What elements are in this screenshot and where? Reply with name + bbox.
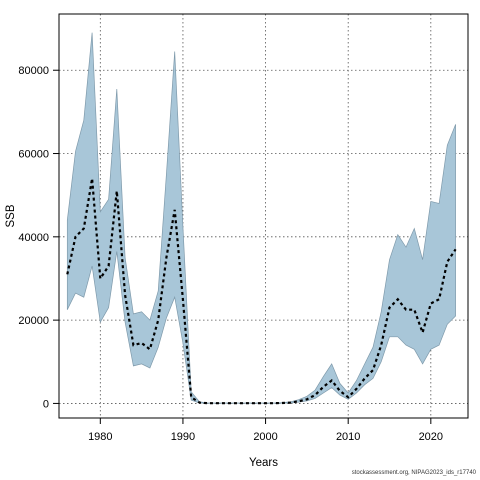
y-tick-label: 40000 <box>18 232 49 244</box>
x-tick-label: 2000 <box>253 431 277 443</box>
y-axis-label: SSB <box>5 204 17 227</box>
source-footer: stockassessment.org, NIPAG2023_ids_r1774… <box>351 470 476 476</box>
ssb-estimate-line <box>66 178 457 405</box>
x-tick-label: 1990 <box>171 431 195 443</box>
x-tick-label: 1980 <box>88 431 112 443</box>
x-axis: 1980 1990 2000 2010 2020 <box>88 418 443 443</box>
confidence-band <box>66 32 456 404</box>
y-tick-label: 20000 <box>18 315 49 327</box>
x-axis-label: Years <box>249 457 278 469</box>
plot-frame <box>58 13 469 419</box>
y-tick-label: 0 <box>43 398 49 410</box>
y-axis: 0 20000 40000 60000 80000 <box>18 65 59 410</box>
x-tick-label: 2020 <box>419 431 443 443</box>
x-tick-label: 2010 <box>336 431 360 443</box>
y-tick-label: 60000 <box>18 149 49 161</box>
y-tick-label: 80000 <box>18 65 49 77</box>
